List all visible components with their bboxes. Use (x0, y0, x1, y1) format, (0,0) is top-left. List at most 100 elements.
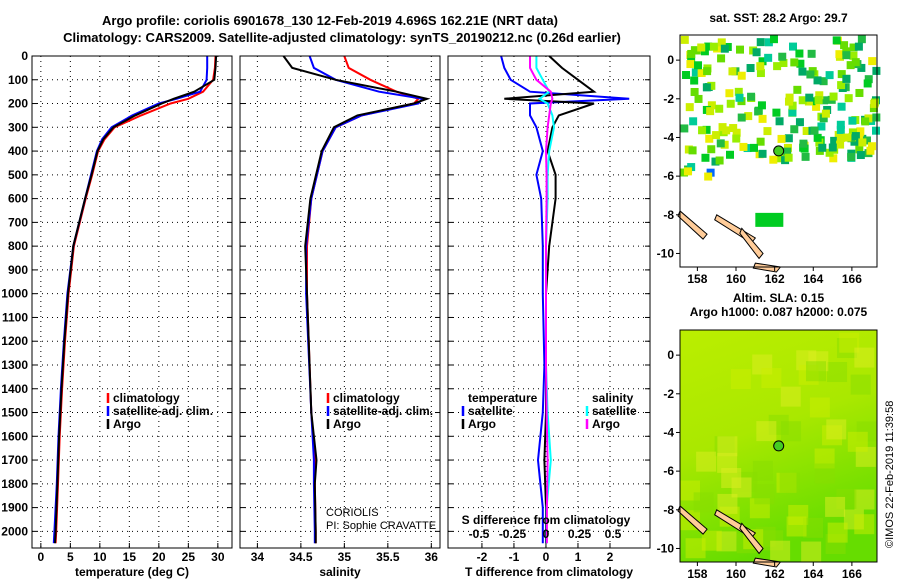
sst-map: sat. SST: 28.2 Argo: 29.7 158 160 162 164 166… (657, 11, 881, 286)
sst-cell (757, 101, 766, 110)
sst-cell (704, 42, 713, 51)
legend-label: climatology (333, 391, 400, 405)
sst-cell (722, 126, 731, 135)
sla-cell (717, 452, 738, 473)
sst-cell (857, 35, 866, 44)
lat-tick-label: -6 (663, 169, 674, 183)
sst-cell (777, 134, 786, 143)
sla-cell (780, 386, 801, 407)
sla-cell (809, 397, 830, 418)
y-tick-label: 1200 (1, 334, 28, 348)
x-tick-label: 35 (338, 550, 352, 564)
sst-cell (788, 108, 797, 117)
sst-cell (758, 114, 767, 123)
x-tick-label: 35.5 (376, 550, 400, 564)
sst-cell (825, 148, 834, 157)
lat-tick-label: 0 (667, 348, 674, 362)
y-tick-label: 500 (8, 168, 28, 182)
x-tick-label: 25 (182, 550, 196, 564)
sst-cell (707, 145, 716, 154)
y-tick-label: 200 (8, 97, 28, 111)
lat-tick-label: 0 (667, 53, 674, 67)
series-line-satellite-adj-clim- (305, 55, 425, 544)
sst-cell (735, 93, 744, 102)
sst-cell (872, 66, 881, 75)
sst-cell (812, 102, 821, 111)
sst-cell (851, 132, 860, 141)
sst-cell (702, 125, 711, 134)
lat-tick-label: -8 (663, 208, 674, 222)
sst-cell (785, 93, 794, 102)
s-tick-label: 0.5 (605, 527, 622, 541)
sst-cell (778, 52, 787, 61)
sst-cell (732, 134, 741, 143)
sst-cell (712, 131, 721, 140)
sst-cell (698, 126, 707, 135)
sst-cell (790, 125, 799, 134)
s-tick-label: -0.25 (499, 527, 527, 541)
sst-cell (788, 101, 797, 110)
sst-cell (851, 58, 860, 67)
sst-cell (715, 156, 724, 165)
series-line-argo (54, 55, 218, 544)
sst-cell (847, 134, 856, 143)
sst-cell (856, 151, 865, 160)
sst-cell (702, 83, 711, 92)
sst-cell (828, 143, 837, 152)
sst-cell (802, 126, 811, 135)
x-tick-label: 34 (251, 550, 265, 564)
sst-cell (725, 89, 734, 98)
sst-cell (697, 43, 706, 52)
salinity-panel: 34 34.5 35 35.5 36 salinity climatologysatelli… (239, 55, 441, 579)
sst-cell (691, 68, 700, 77)
sst-cell (744, 112, 753, 121)
sst-cell (829, 92, 838, 101)
plot-frame (447, 55, 651, 549)
series-line-t-satellite (500, 55, 630, 544)
sst-cell (856, 127, 865, 136)
sst-cell (692, 46, 701, 55)
y-tick-label: 800 (8, 239, 28, 253)
sla-cell (770, 540, 791, 561)
sla-cell (850, 374, 871, 395)
sst-cell (769, 35, 778, 44)
y-tick-label: 600 (8, 192, 28, 206)
sst-cell (821, 109, 830, 118)
sst-cell (817, 122, 826, 131)
sla-cell (839, 332, 860, 353)
figure-title: Argo profile: coriolis 6901678_130 12-Fe… (102, 13, 558, 28)
series-line-argo (282, 55, 431, 544)
sla-cell (814, 448, 835, 469)
land-island (752, 557, 782, 568)
sst-cell (737, 113, 746, 122)
y-tick-label: 700 (8, 215, 28, 229)
sst-cell (798, 67, 807, 76)
sla-cell (761, 368, 782, 389)
lat-tick-label: -4 (663, 425, 674, 439)
x-tick-label: 2 (607, 550, 614, 564)
sst-cell (805, 93, 814, 102)
sla-cell (730, 369, 751, 390)
sst-cell (837, 70, 846, 79)
sst-cell (703, 67, 712, 76)
sst-cell (737, 71, 746, 80)
map-frame (679, 329, 878, 563)
x-axis-label: T difference from climatology (465, 565, 633, 579)
sst-cell (825, 71, 834, 80)
land-island (752, 262, 782, 273)
sst-cell (818, 143, 827, 152)
series-line-climatology (54, 55, 217, 544)
lon-tick-label: 158 (687, 567, 707, 580)
pi-text: PI: Sophie CRAVATTE (326, 520, 436, 532)
sla-cell (756, 421, 777, 442)
sst-cell (807, 49, 816, 58)
sst-cell (854, 42, 863, 51)
lat-tick-label: -10 (657, 246, 675, 260)
sst-cell (701, 153, 710, 162)
sst-cell (685, 103, 694, 112)
sst-cell (832, 36, 841, 45)
x-tick-label: 10 (93, 550, 107, 564)
sst-cell (868, 57, 877, 66)
sst-cell (776, 154, 785, 163)
sst-cell (789, 42, 798, 51)
